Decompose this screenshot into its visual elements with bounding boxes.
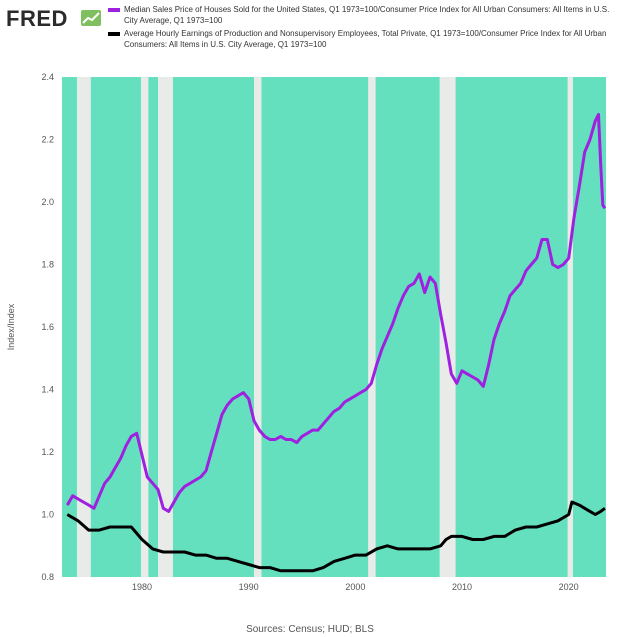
legend-item-house-price: Median Sales Price of Houses Sold for th… (104, 4, 620, 26)
x-tick-label: 2000 (345, 582, 365, 592)
line-chart: 0.8 1.0 1.2 1.4 1.6 1.8 2.0 2.2 2.4 1980 1990 2000… (6, 72, 607, 592)
y-tick-label: 1.6 (41, 322, 54, 332)
shaded-band-1 (90, 77, 141, 577)
fred-chart-icon (81, 10, 101, 26)
legend-item-earnings: Average Hourly Earnings of Production an… (104, 28, 620, 50)
shaded-band-0 (62, 77, 77, 577)
sources-note: Sources: Census; HUD; BLS (246, 624, 374, 635)
chart-legend: Median Sales Price of Houses Sold for th… (104, 4, 620, 52)
legend-label-house-price: Median Sales Price of Houses Sold for th… (124, 5, 610, 25)
recession-bands (62, 77, 606, 577)
y-tick-label: 0.8 (41, 572, 54, 582)
x-axis-ticks: 1980 1990 2000 2010 2020 (132, 582, 579, 592)
legend-swatch-earnings (108, 32, 120, 36)
shaded-band-5 (375, 77, 440, 577)
y-axis-title: Index/Index (6, 303, 16, 350)
series-line-earnings (66, 500, 606, 573)
x-tick-label: 1990 (239, 582, 259, 592)
shaded-band-3 (172, 77, 254, 577)
series-line-house-price (66, 113, 607, 513)
y-tick-label: 1.0 (41, 510, 54, 520)
y-tick-label: 2.2 (41, 135, 54, 145)
legend-label-earnings: Average Hourly Earnings of Production an… (124, 29, 607, 49)
shaded-band-2 (148, 77, 158, 577)
legend-swatch-house-price (108, 8, 120, 12)
fred-logo: FRED (6, 6, 68, 31)
y-tick-label: 2.0 (41, 197, 54, 207)
shaded-band-6 (455, 77, 568, 577)
x-tick-label: 2020 (559, 582, 579, 592)
y-tick-label: 1.2 (41, 447, 54, 457)
series-lines (66, 113, 607, 573)
x-tick-label: 2010 (452, 582, 472, 592)
chart-header: FRED Median Sales Price of Houses Sold f… (0, 0, 620, 66)
x-tick-label: 1980 (132, 582, 152, 592)
y-axis-ticks: 0.8 1.0 1.2 1.4 1.6 1.8 2.0 2.2 2.4 (41, 72, 54, 582)
shaded-band-4 (261, 77, 369, 577)
y-tick-label: 2.4 (41, 72, 54, 82)
y-tick-label: 1.4 (41, 385, 54, 395)
y-tick-label: 1.8 (41, 260, 54, 270)
